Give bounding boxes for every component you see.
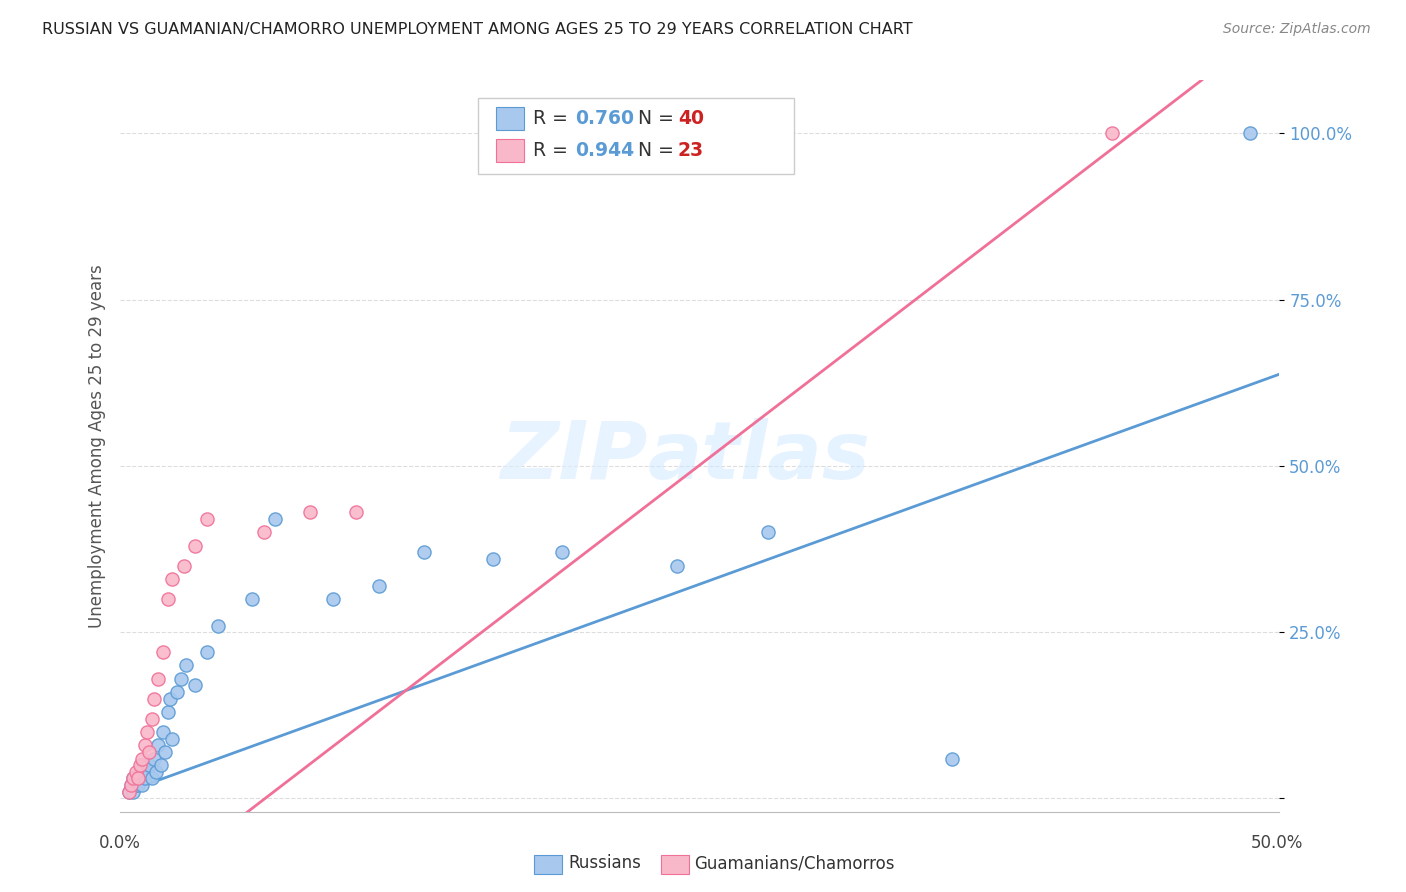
Point (344, 506, 367, 520)
Point (118, 785, 141, 799)
Text: R =: R = (533, 109, 574, 128)
Point (152, 645, 174, 659)
Text: atlas: atlas (647, 418, 870, 496)
Point (1239, 127, 1261, 141)
Point (127, 772, 149, 786)
Point (941, 751, 963, 765)
Point (138, 745, 160, 759)
Point (756, 525, 779, 540)
Text: Russians: Russians (568, 855, 641, 872)
Text: R =: R = (533, 141, 574, 161)
Text: Source: ZipAtlas.com: Source: ZipAtlas.com (1223, 22, 1371, 37)
Point (156, 591, 179, 606)
Point (152, 725, 174, 739)
Point (367, 579, 389, 593)
Point (129, 764, 152, 779)
Point (665, 558, 688, 573)
Point (131, 758, 153, 772)
Point (134, 738, 156, 752)
Point (122, 772, 145, 786)
Text: 0.760: 0.760 (575, 109, 634, 128)
Point (195, 645, 218, 659)
Point (322, 591, 344, 606)
Point (148, 672, 170, 686)
Point (131, 751, 153, 765)
Text: 50.0%: 50.0% (1250, 834, 1303, 852)
Point (298, 506, 321, 520)
Point (207, 618, 229, 632)
Point (148, 738, 170, 752)
Point (551, 545, 574, 559)
Point (166, 685, 188, 699)
Point (141, 712, 163, 726)
Point (127, 778, 149, 792)
Point (127, 772, 149, 786)
Point (120, 778, 142, 792)
Point (159, 691, 181, 706)
Y-axis label: Unemployment Among Ages 25 to 29 years: Unemployment Among Ages 25 to 29 years (87, 264, 105, 628)
Point (195, 512, 218, 526)
Point (142, 691, 165, 706)
Text: RUSSIAN VS GUAMANIAN/CHAMORRO UNEMPLOYMENT AMONG AGES 25 TO 29 YEARS CORRELATION: RUSSIAN VS GUAMANIAN/CHAMORRO UNEMPLOYME… (42, 22, 912, 37)
Text: 23: 23 (678, 141, 704, 161)
Point (118, 785, 141, 799)
Point (136, 764, 159, 779)
Point (162, 731, 183, 746)
Point (170, 672, 193, 686)
Point (131, 778, 153, 792)
Text: N =: N = (638, 141, 681, 161)
Point (149, 758, 172, 772)
Point (122, 772, 145, 786)
Point (264, 512, 287, 526)
Point (136, 725, 159, 739)
Point (184, 678, 207, 692)
Point (162, 572, 183, 586)
Text: Guamanians/Chamorros: Guamanians/Chamorros (695, 855, 896, 872)
Point (129, 758, 152, 772)
Point (413, 545, 436, 559)
Point (124, 778, 146, 792)
Point (184, 539, 207, 553)
Text: N =: N = (638, 109, 681, 128)
Point (145, 764, 167, 779)
Point (482, 552, 505, 566)
Point (120, 778, 142, 792)
Point (134, 772, 156, 786)
Point (253, 525, 276, 540)
Point (242, 591, 264, 606)
Point (142, 751, 165, 765)
Point (141, 772, 163, 786)
Point (174, 658, 197, 673)
Text: 0.0%: 0.0% (98, 834, 141, 852)
Point (1101, 127, 1123, 141)
Point (138, 758, 160, 772)
Point (156, 705, 179, 719)
Point (155, 745, 177, 759)
Text: ZIP: ZIP (501, 418, 647, 496)
Text: 0.944: 0.944 (575, 141, 634, 161)
Point (124, 764, 146, 779)
Text: 40: 40 (678, 109, 703, 128)
Point (173, 558, 195, 573)
Point (122, 785, 145, 799)
